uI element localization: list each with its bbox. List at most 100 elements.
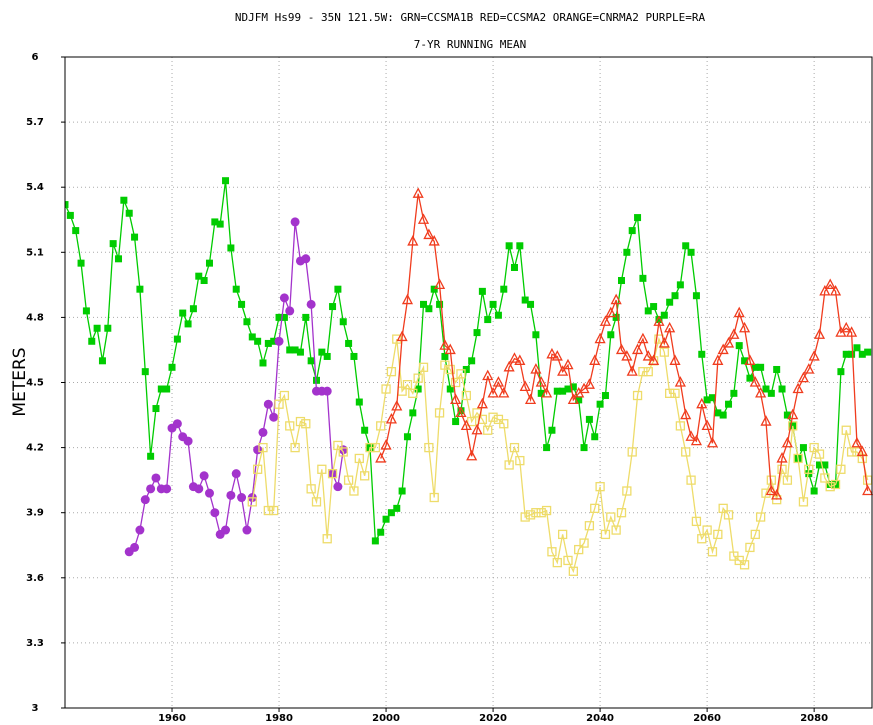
marker	[396, 330, 408, 342]
marker	[687, 248, 695, 256]
marker	[595, 482, 605, 492]
marker	[527, 300, 535, 308]
marker	[318, 348, 326, 356]
marker	[701, 419, 713, 431]
marker	[227, 244, 235, 252]
marker	[557, 529, 568, 540]
marker	[543, 444, 551, 452]
marker	[723, 510, 734, 520]
marker	[136, 285, 144, 293]
marker	[355, 398, 363, 406]
marker	[618, 277, 626, 285]
marker	[809, 442, 819, 453]
marker	[152, 405, 160, 413]
marker	[269, 412, 279, 422]
marker	[483, 425, 493, 435]
x-tick-label: 2000	[372, 713, 400, 724]
marker	[468, 357, 476, 365]
marker	[546, 347, 558, 359]
marker	[638, 366, 648, 377]
marker	[445, 364, 455, 375]
marker	[452, 418, 460, 426]
marker	[741, 357, 749, 365]
marker	[439, 339, 451, 350]
marker	[798, 497, 809, 507]
marker	[334, 285, 342, 293]
marker	[862, 484, 873, 496]
marker	[360, 471, 370, 481]
marker	[333, 482, 343, 492]
marker	[322, 534, 332, 544]
marker	[72, 227, 80, 235]
marker	[547, 547, 557, 557]
marker	[146, 484, 156, 494]
marker	[504, 460, 514, 470]
marker	[782, 475, 793, 485]
marker	[414, 385, 422, 393]
marker	[574, 544, 584, 555]
marker	[702, 525, 712, 535]
marker	[151, 473, 161, 483]
marker	[243, 318, 251, 326]
marker	[537, 389, 545, 397]
marker	[195, 272, 203, 280]
marker	[242, 525, 252, 535]
marker	[327, 468, 338, 479]
marker	[735, 342, 743, 350]
marker	[494, 311, 502, 319]
marker	[82, 307, 90, 315]
marker	[141, 368, 149, 376]
marker	[412, 187, 424, 198]
x-tick-label: 2060	[693, 713, 721, 724]
marker	[291, 346, 299, 354]
y-tick-label: 5.1	[26, 247, 44, 258]
marker	[270, 337, 278, 345]
marker	[226, 490, 236, 500]
marker	[204, 488, 214, 498]
marker	[98, 357, 106, 365]
marker	[253, 445, 263, 455]
marker	[476, 397, 488, 409]
marker	[508, 352, 521, 363]
marker	[312, 376, 320, 384]
marker	[745, 542, 755, 553]
marker	[562, 358, 574, 370]
marker	[698, 350, 706, 358]
marker	[728, 328, 740, 339]
marker	[109, 240, 117, 248]
marker	[381, 384, 391, 394]
marker	[295, 416, 306, 427]
marker	[382, 515, 390, 523]
marker	[88, 337, 96, 345]
marker	[338, 447, 348, 457]
marker	[408, 388, 418, 399]
marker	[409, 409, 417, 417]
marker	[840, 321, 852, 333]
marker	[424, 442, 434, 453]
marker	[521, 296, 529, 304]
marker	[413, 373, 423, 383]
marker	[371, 537, 379, 545]
marker	[398, 487, 406, 495]
marker	[551, 350, 563, 361]
marker	[773, 365, 781, 373]
marker	[557, 365, 569, 376]
marker	[140, 495, 150, 505]
marker	[750, 529, 760, 540]
marker	[626, 365, 638, 376]
marker	[761, 488, 771, 498]
marker	[713, 529, 723, 540]
marker	[607, 331, 615, 339]
marker	[706, 436, 719, 448]
marker	[450, 377, 461, 388]
marker	[674, 376, 686, 387]
marker	[370, 442, 381, 453]
marker	[623, 248, 631, 256]
marker	[296, 348, 304, 356]
marker	[793, 453, 803, 464]
marker	[567, 393, 579, 405]
chart-title: NDJFM Hs99 - 35N 121.5W: GRN=CCSMA1B RED…	[235, 11, 706, 24]
marker	[621, 350, 633, 361]
marker	[457, 407, 465, 415]
marker	[664, 321, 676, 333]
